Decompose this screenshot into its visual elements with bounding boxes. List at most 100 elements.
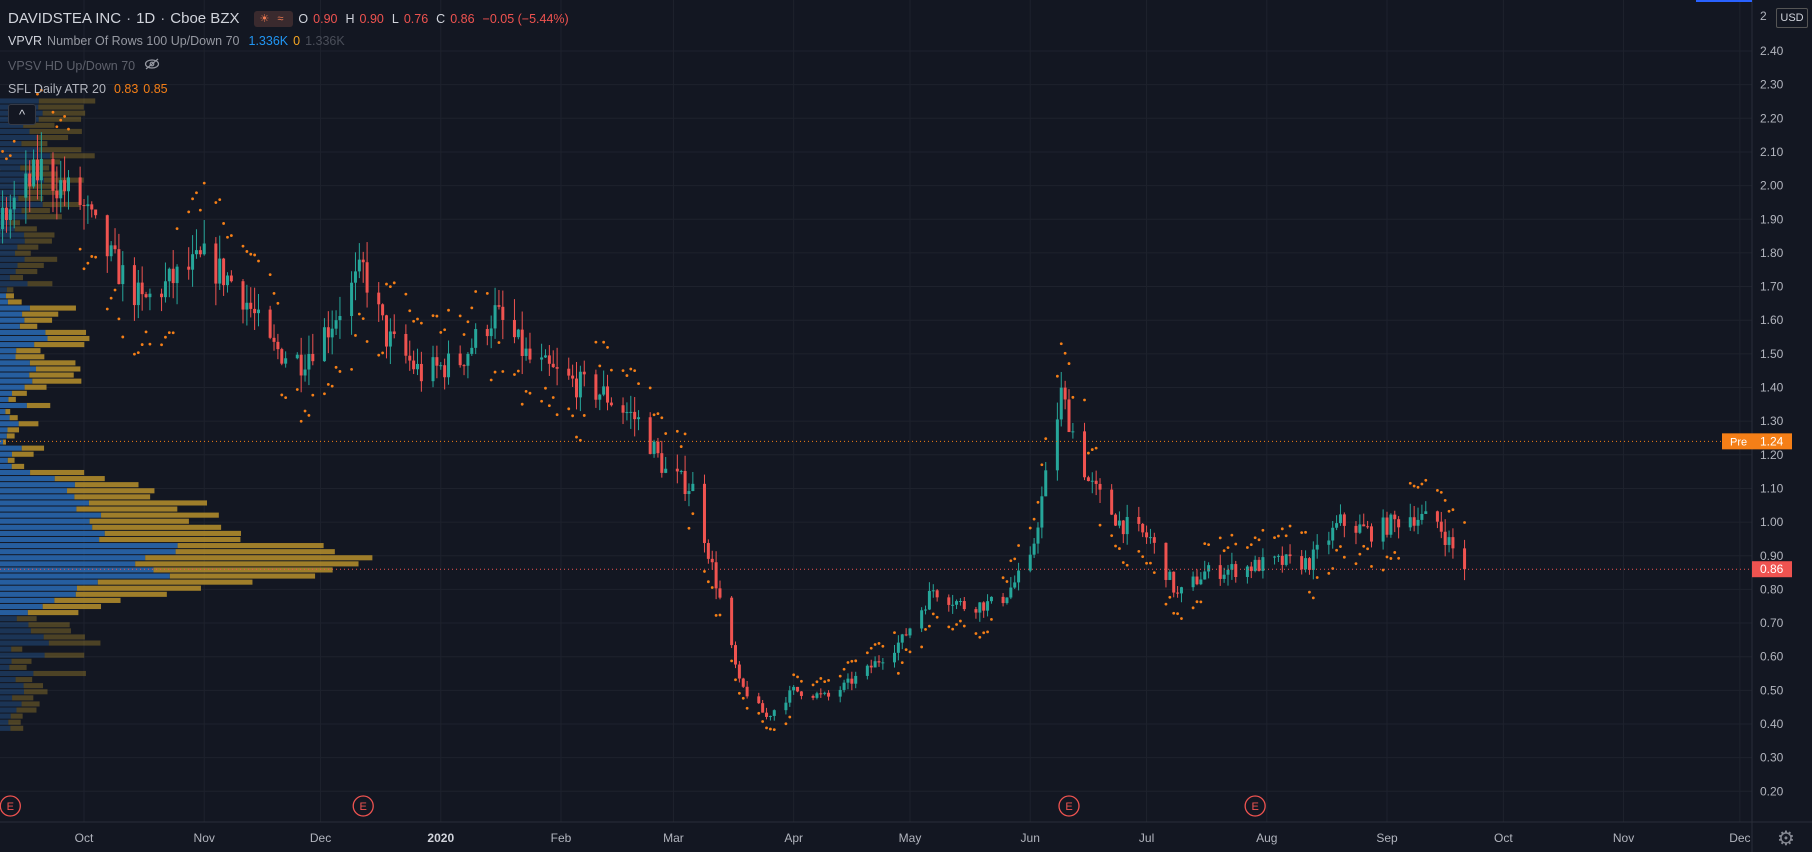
atr-dot: [1408, 481, 1412, 485]
volume-profile-down-bar: [18, 195, 44, 201]
volume-profile-up-bar: [0, 622, 29, 628]
atr-dot: [637, 382, 640, 386]
volume-profile-down-bar: [23, 689, 48, 695]
candle-body: [819, 693, 823, 695]
atr-dot: [1261, 528, 1265, 532]
atr-dot: [431, 314, 435, 318]
atr-dot: [931, 612, 935, 616]
currency-selector[interactable]: USD: [1776, 8, 1808, 28]
atr-dot: [935, 615, 939, 619]
volume-profile-up-bar: [0, 469, 31, 476]
volume-profile-down-bar: [36, 366, 81, 372]
hidden-eye-icon[interactable]: [144, 58, 160, 73]
candle-body: [249, 302, 253, 309]
atr-dot: [1191, 606, 1195, 610]
candle-body: [86, 204, 90, 207]
candle-body: [272, 337, 276, 342]
volume-profile-up-bar: [0, 360, 30, 366]
volume-profile-down-bar: [22, 311, 59, 317]
candle-body: [1141, 523, 1145, 533]
candle-body: [381, 304, 385, 316]
atr-dot: [164, 335, 167, 339]
atr-dot: [381, 351, 385, 355]
volume-profile-up-bar: [0, 390, 13, 396]
candle-body: [850, 678, 854, 684]
candle-body: [167, 268, 171, 282]
candle-body: [357, 259, 361, 272]
volume-profile-down-bar: [24, 317, 53, 323]
atr-dot: [175, 227, 179, 231]
volume-profile-up-bar: [0, 275, 10, 281]
atr-dot: [1443, 498, 1447, 502]
volume-profile-down-bar: [42, 110, 86, 116]
volume-profile-down-bar: [16, 348, 41, 354]
volume-profile-up-bar: [0, 482, 75, 488]
candle-body: [621, 405, 625, 413]
volume-profile-up-bar: [0, 122, 24, 128]
candle-body: [82, 205, 86, 207]
atr-dot: [1342, 555, 1346, 559]
candle-body: [1327, 540, 1331, 545]
atr-dot: [1086, 451, 1090, 455]
atr-dot: [896, 671, 900, 675]
atr-dot: [551, 396, 555, 399]
atr-dot: [1125, 563, 1129, 567]
symbol-name[interactable]: DAVIDSTEA INC: [8, 10, 122, 27]
vpsv-legend[interactable]: VPSV HD Up/Down 70: [8, 58, 165, 73]
candle-body: [865, 665, 869, 676]
atr-dot: [900, 661, 904, 664]
collapse-legend-button[interactable]: ^: [8, 104, 36, 125]
candle-body: [8, 209, 12, 221]
volume-profile-down-bar: [14, 226, 37, 232]
candle-body: [1032, 543, 1036, 555]
atr-dot: [772, 728, 776, 731]
market-status-pill[interactable]: ☀ ≈: [254, 10, 294, 27]
candle-body: [175, 266, 179, 284]
atr-dot: [1393, 551, 1397, 554]
volume-profile-down-bar: [9, 664, 27, 670]
atr-dot: [869, 646, 873, 650]
atr-dot: [652, 413, 656, 417]
candle-body: [1152, 537, 1156, 543]
candle-body: [567, 368, 571, 376]
candle-body: [594, 374, 598, 400]
atr-dot: [811, 683, 815, 687]
atr-dot: [94, 255, 98, 259]
atr-dot: [920, 645, 924, 649]
volume-profile-up-bar: [0, 183, 27, 189]
atr-dot: [784, 722, 788, 726]
candle-body: [1172, 571, 1176, 593]
atr-dot: [555, 413, 559, 417]
volume-profile-down-bar: [10, 725, 24, 731]
candle-body: [1335, 523, 1339, 528]
candle-body: [602, 386, 606, 395]
gear-icon[interactable]: ⚙: [1777, 827, 1795, 850]
candle-body: [59, 180, 63, 199]
atr-dot: [582, 414, 586, 417]
volume-profile-up-bar: [0, 268, 16, 275]
volume-profile-down-bar: [89, 518, 189, 524]
price-axis-label: 0.40: [1760, 717, 1784, 731]
interval-label[interactable]: 1D: [136, 10, 156, 27]
vpvr-legend[interactable]: VPVR Number Of Rows 100 Up/Down 70 1.336…: [8, 34, 350, 48]
atr-dot: [338, 370, 342, 373]
atr-dot: [710, 586, 714, 589]
candle-body: [1063, 387, 1067, 400]
volume-profile-down-bar: [28, 622, 70, 628]
candle-body: [392, 331, 396, 334]
volume-profile-down-bar: [104, 530, 242, 536]
volume-profile-down-bar: [24, 384, 47, 390]
atr-dot: [528, 391, 532, 395]
candle-body: [388, 331, 392, 347]
volume-profile-up-bar: [0, 683, 24, 689]
price-axis-label: 2.10: [1760, 145, 1784, 159]
candle-body: [1125, 516, 1129, 535]
atr-legend[interactable]: SFL Daily ATR 20 0.83 0.85: [8, 82, 173, 96]
atr-dot: [571, 414, 575, 418]
candle-body: [295, 354, 299, 359]
volume-profile-up-bar: [0, 305, 30, 311]
volume-profile-down-bar: [32, 378, 82, 384]
price-axis-label: 0.80: [1760, 582, 1784, 596]
candle-body: [1253, 559, 1257, 572]
